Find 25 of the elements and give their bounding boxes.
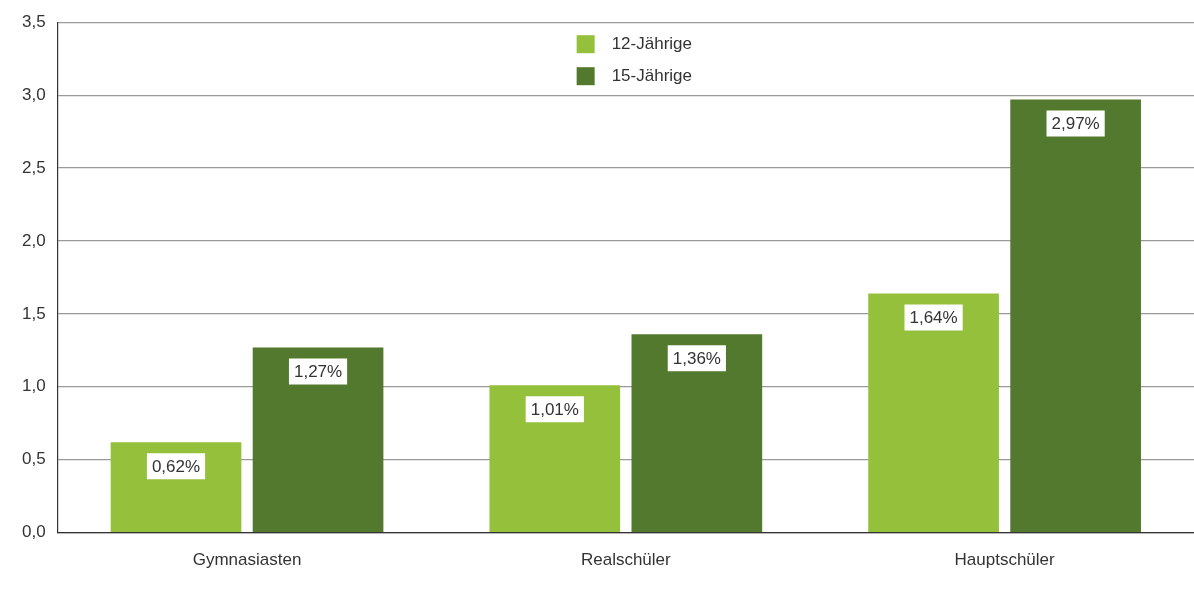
x-tick-label: Realschüler	[580, 550, 672, 570]
data-label: 1,01%	[530, 400, 579, 419]
x-tick-label: Hauptschüler	[954, 550, 1056, 570]
bar	[1010, 99, 1141, 532]
y-tick-label: 2,0	[21, 230, 46, 250]
bar	[631, 334, 763, 532]
y-tick-label: 1,5	[21, 303, 46, 323]
bar	[252, 347, 384, 532]
data-label: 1,64%	[909, 308, 958, 328]
data-label: 1,27%	[293, 362, 343, 382]
legend-label: 12-Jährige	[611, 33, 692, 53]
y-tick-label: 2,5	[21, 157, 46, 177]
bar	[489, 385, 621, 532]
y-tick-label: 1,0	[21, 376, 46, 396]
y-tick-label: 0,5	[21, 449, 46, 469]
legend-label: 15-Jährige	[611, 65, 692, 85]
data-label: 2,97%	[1051, 114, 1100, 134]
x-tick-label: Gymnasiasten	[192, 550, 302, 570]
y-tick-label: 3,5	[21, 11, 46, 31]
y-tick-label: 3,0	[21, 84, 46, 104]
data-label: 0,62%	[151, 456, 201, 476]
bar	[868, 293, 999, 532]
data-label: 1,36%	[672, 348, 721, 368]
bar	[110, 442, 242, 532]
y-tick-label: 0,0	[21, 522, 46, 542]
